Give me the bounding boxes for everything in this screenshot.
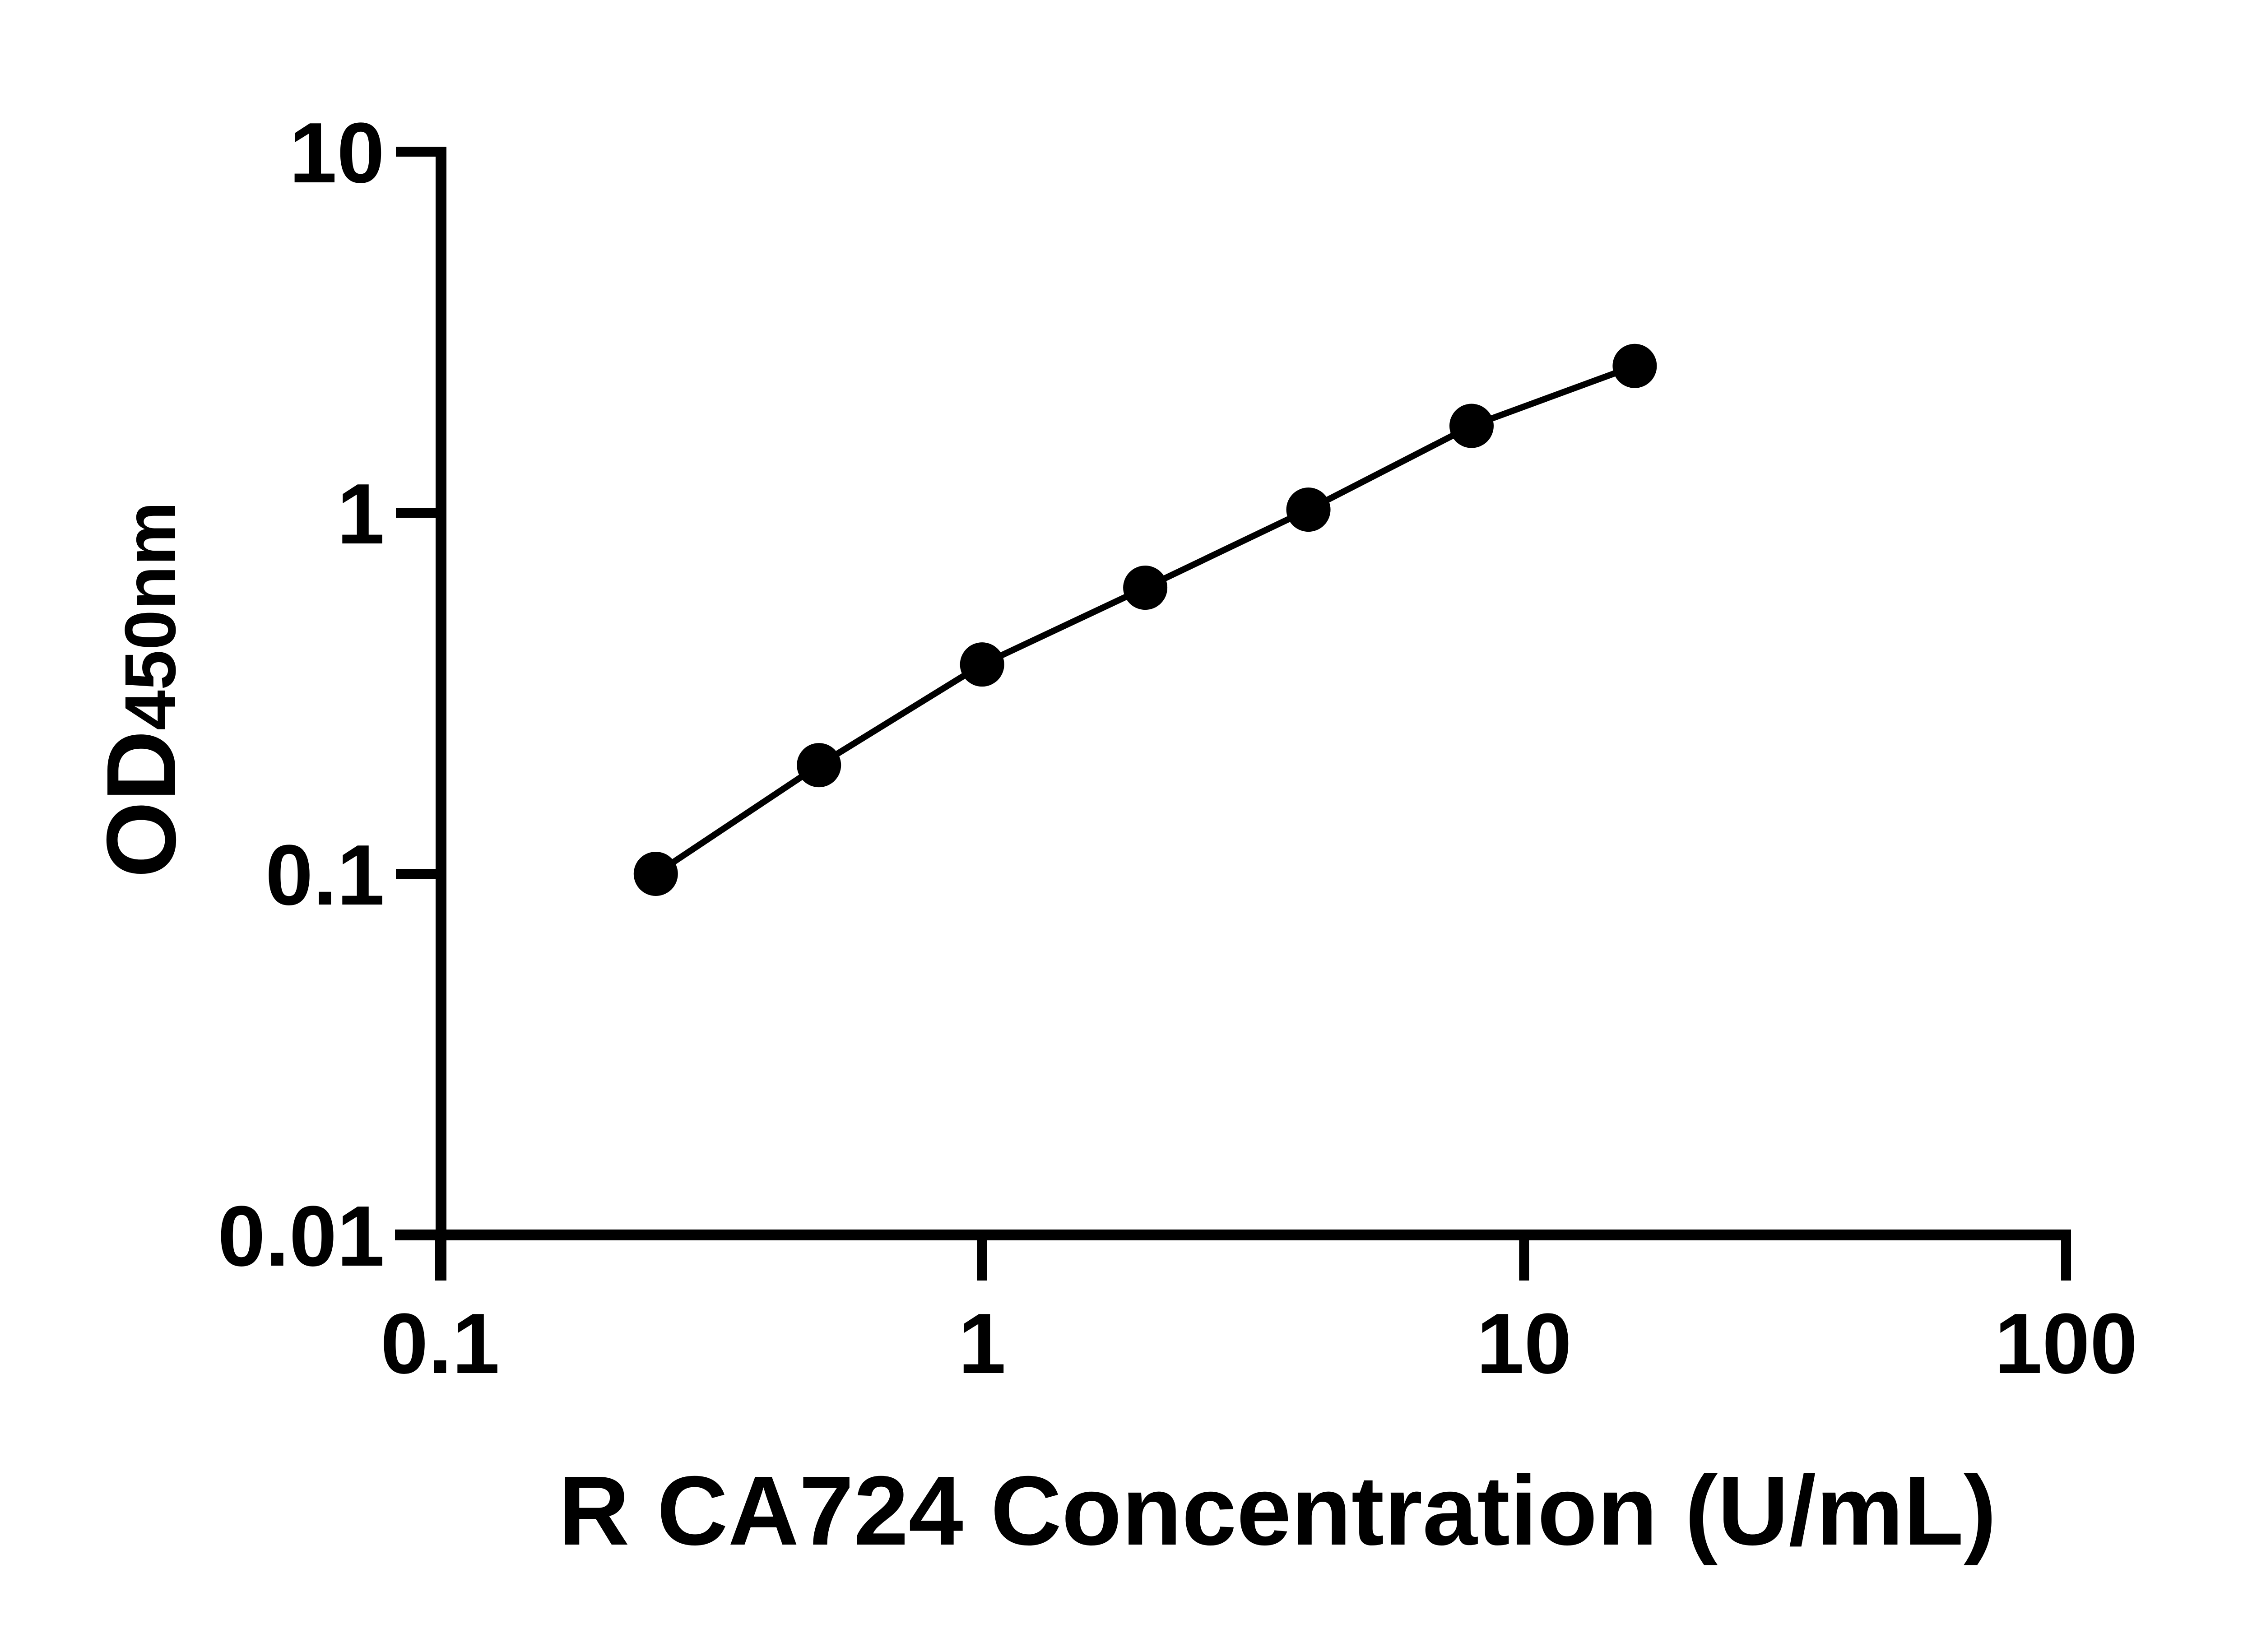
y-axis-title-subscript: 450nm [110,501,190,730]
x-axis-title: R CA724 Concentration (U/mL) [558,1456,1996,1566]
data-point-marker [1612,343,1657,388]
series-connecting-line [654,363,1636,877]
data-point-marker [633,852,678,896]
y-tick-label: 1 [337,466,385,562]
x-tick-label: 100 [1995,1296,2138,1392]
y-tick-label: 0.1 [265,827,385,923]
y-axis-tick-labels: 10 1 0.1 0.01 [218,105,385,1284]
x-tick-label: 0.1 [381,1296,500,1392]
y-axis-ticks [396,147,436,1240]
x-axis-ticks [435,1235,2071,1281]
y-tick-label: 0.01 [218,1188,385,1284]
y-axis-title: OD450nm [87,501,196,878]
x-tick-label: 1 [958,1296,1006,1392]
x-axis-tick-labels: 0.1 1 10 100 [381,1296,2138,1392]
data-point-marker [1286,487,1331,532]
y-tick-label: 10 [289,105,385,201]
y-axis-title-main: OD [87,730,196,878]
data-point-marker [797,743,841,788]
data-point-marker [960,642,1004,687]
data-series [633,343,1657,896]
x-tick-label: 10 [1477,1296,1572,1392]
data-point-marker [1123,566,1168,610]
data-point-marker [1449,404,1494,448]
